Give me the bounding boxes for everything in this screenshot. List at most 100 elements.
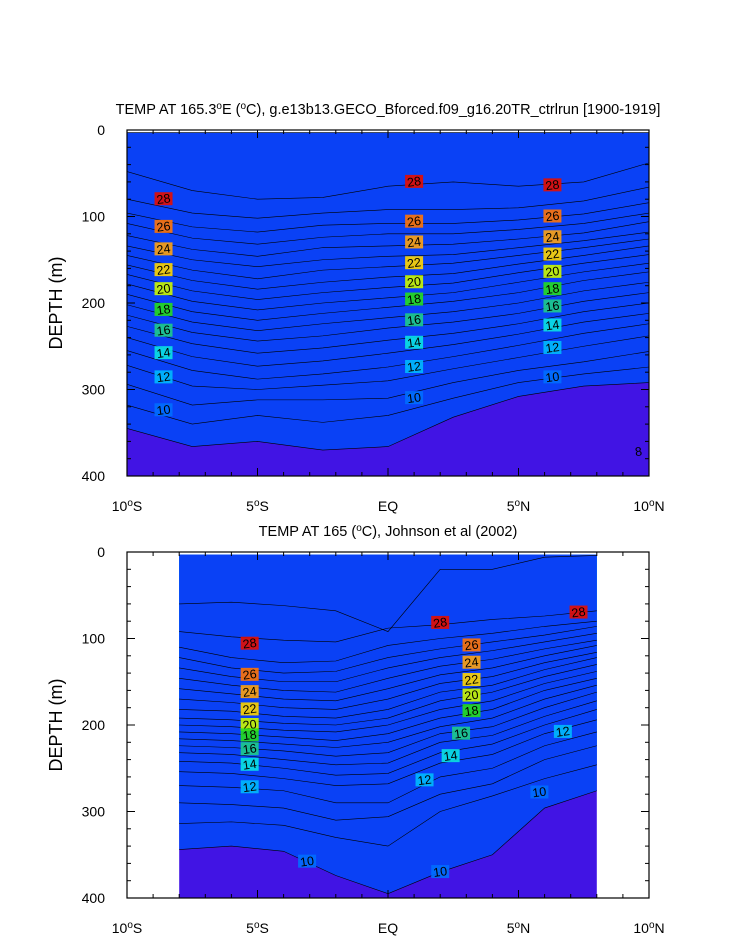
contour-label-bg [405,275,424,289]
contour-label-28: 28 [406,174,422,190]
contour-label-24: 24 [242,684,258,700]
contour-label-14: 14 [545,318,561,334]
contour-label-bg [154,263,173,277]
contour-label-26: 26 [242,667,258,683]
contour-fill-9 [179,554,597,894]
y-tick-label: 0 [97,122,105,138]
contour-label-20: 20 [406,274,422,290]
x-tick-label: 10oS [112,498,142,514]
contour-label-bg [154,370,173,384]
contour-label-18: 18 [156,302,172,318]
contour-label-bg [240,742,259,756]
contour-label-28: 28 [545,177,561,193]
contour-label-bg [553,724,572,738]
isotherm-25 [126,212,650,245]
y-tick-label: 400 [82,890,106,906]
isotherm-27 [126,186,650,219]
x-tick-label: 5oS [246,920,269,936]
panel-2-title: TEMP AT 165 (oC), Johnson et al (2002) [259,523,518,540]
contour-label-28: 28 [571,605,587,621]
contour-label-28: 28 [156,191,172,207]
contour-label-22: 22 [406,255,422,271]
contour-label-18: 18 [242,727,258,743]
contour-label-bg [240,718,259,731]
isotherm-19 [126,262,650,311]
isotherm-12 [126,335,650,390]
contour-label-14: 14 [156,345,172,361]
isotherm-11 [179,745,597,821]
contour-label-10: 10 [406,390,422,406]
contour-label-10: 10 [299,854,315,870]
contour-label-bg [154,282,173,296]
contour-label-12: 12 [242,779,258,795]
contour-label-bg [405,313,424,327]
contour-label-26: 26 [156,219,172,235]
contour-label-bg [405,335,424,349]
contour-label-bg [431,615,450,629]
contour-label-12: 12 [555,724,571,740]
contour-label-20: 20 [156,281,172,297]
isotherm-9 [126,382,650,451]
contour-label-24: 24 [156,241,172,257]
contour-label-bg [240,702,259,716]
contour-label-bg [462,655,481,669]
isotherm-24 [126,221,650,257]
y-tick-label: 0 [97,544,105,560]
panel-1-ylabel: DEPTH (m) [46,257,66,350]
contour-label-bg [543,209,562,223]
y-tick-label: 200 [82,717,106,733]
contour-label-22: 22 [242,702,258,718]
y-tick-label: 300 [82,804,106,820]
isotherm-10 [126,366,650,425]
contour-label-24: 24 [406,235,422,251]
contour-label-bg [154,242,173,256]
contour-label-bg [154,323,173,337]
isotherm-23 [126,231,650,267]
contour-label-bg [240,728,259,742]
contour-label-12: 12 [417,772,433,788]
y-tick-label: 300 [82,382,106,398]
contour-label-bg [569,605,588,619]
x-tick-label: 10oS [112,920,142,936]
contour-label-bg [405,391,424,405]
contour-label-14: 14 [443,748,459,764]
contour-label-16: 16 [406,312,422,328]
isotherm-27 [179,620,597,664]
contour-label-bg [240,685,259,699]
contour-label-10: 10 [532,785,548,801]
x-tick-label: EQ [378,498,398,514]
contour-label-bg [154,403,173,417]
contour-label-bg [240,636,259,650]
contour-label-28: 28 [242,636,258,652]
isotherm-10 [179,764,597,847]
contour-label-24: 24 [545,229,561,245]
panel-1-title: TEMP AT 165.3oE (oC), g.e13b13.GECO_Bfor… [116,101,661,118]
contour-label-bg [441,749,460,763]
contour-label-bg [452,726,471,740]
contour-label-14: 14 [406,335,422,351]
contour-label-26: 26 [545,209,561,225]
contour-label-bg [154,219,173,233]
contour-label-16: 16 [242,741,258,757]
contour-label-bg [462,704,481,718]
x-tick-label: 10oN [633,920,664,936]
contour-label-8: 8 [634,444,643,459]
contour-label-14: 14 [242,757,258,773]
contour-label-10: 10 [156,402,172,418]
contour-label-16: 16 [545,299,561,315]
contour-label-bg [240,780,259,794]
y-tick-label: 400 [82,468,106,484]
contour-label-26: 26 [406,214,422,230]
isotherm-17 [126,281,650,331]
contour-label-28: 28 [432,615,448,631]
contour-label-bg [240,667,259,681]
isotherm-11 [126,351,650,406]
contour-label-18: 18 [545,281,561,297]
contour-label-bg [415,773,434,787]
contour-label-bg [405,292,424,306]
y-tick-label: 100 [82,209,106,225]
contour-label-12: 12 [545,340,561,356]
contour-label-16: 16 [453,726,469,742]
